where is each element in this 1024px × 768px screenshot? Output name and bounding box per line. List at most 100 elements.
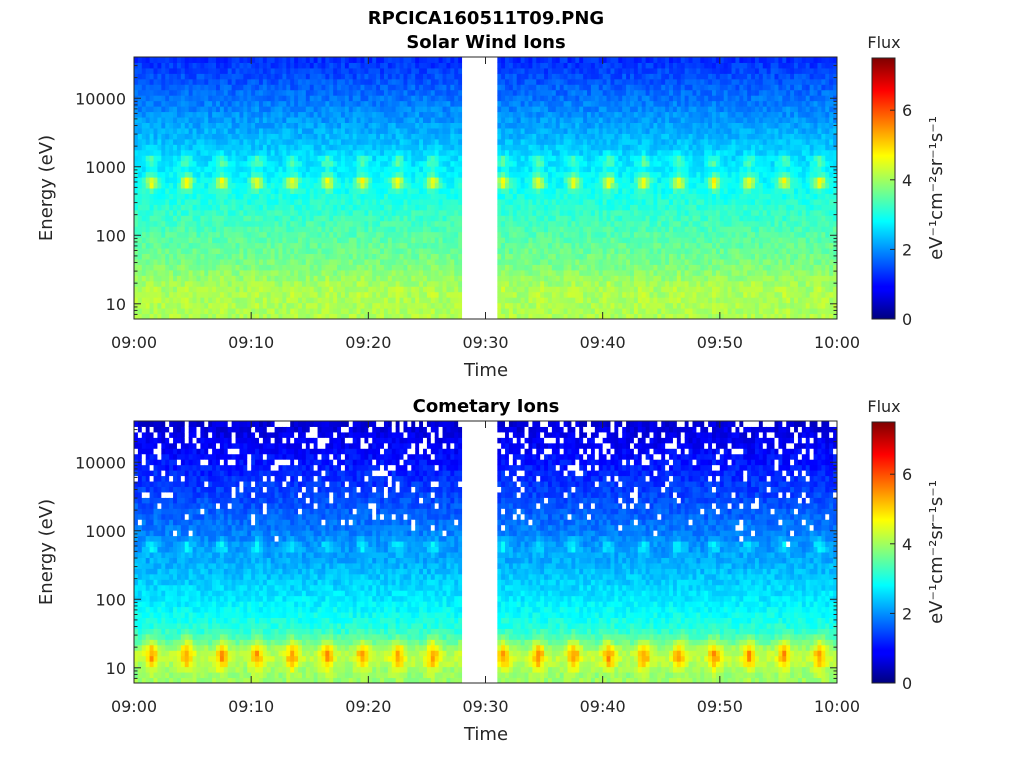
heatmap-cell xyxy=(407,308,412,315)
heatmap-cell xyxy=(180,111,186,118)
heatmap-cell xyxy=(149,253,155,260)
heatmap-cell xyxy=(520,237,526,244)
heatmap-cell xyxy=(298,258,303,265)
heatmap-cell xyxy=(442,149,447,156)
heatmap-cell xyxy=(454,269,459,276)
heatmap-cell xyxy=(309,67,315,74)
heatmap-cell xyxy=(266,291,272,298)
heatmap-cell xyxy=(301,149,307,156)
heatmap-cell xyxy=(536,95,541,102)
heatmap-cell xyxy=(364,62,369,69)
heatmap-cell xyxy=(145,106,151,113)
heatmap-cell xyxy=(380,95,385,102)
heatmap-cell xyxy=(145,258,151,265)
heatmap-cell xyxy=(383,117,389,123)
heatmap-cell xyxy=(380,122,385,129)
heatmap-cell xyxy=(329,160,334,167)
heatmap-cell xyxy=(512,286,518,293)
heatmap-cell xyxy=(337,149,342,156)
heatmap-cell xyxy=(430,226,436,233)
heatmap-cell xyxy=(216,286,221,293)
heatmap-cell xyxy=(173,138,178,145)
heatmap-cell xyxy=(305,231,311,238)
heatmap-cell xyxy=(282,248,287,254)
heatmap-cell xyxy=(134,117,139,123)
heatmap-cell xyxy=(348,155,354,162)
heatmap-cell xyxy=(270,242,276,249)
heatmap-cell xyxy=(387,291,393,298)
heatmap-cell xyxy=(337,286,342,293)
heatmap-cell xyxy=(173,84,178,91)
heatmap-cell xyxy=(333,220,338,227)
heatmap-cell xyxy=(192,84,197,91)
heatmap-cell xyxy=(368,302,373,309)
heatmap-cell xyxy=(411,111,416,118)
heatmap-cell xyxy=(192,89,197,96)
heatmap-cell xyxy=(180,166,186,173)
heatmap-cell xyxy=(204,308,209,315)
heatmap-cell xyxy=(243,57,248,63)
heatmap-cell xyxy=(188,302,194,309)
heatmap-cell xyxy=(508,57,514,63)
heatmap-cell xyxy=(321,144,326,151)
heatmap-cell xyxy=(227,117,233,123)
heatmap-cell xyxy=(501,264,506,271)
heatmap-cell xyxy=(356,78,362,85)
heatmap-cell xyxy=(395,144,401,151)
heatmap-cell xyxy=(227,209,233,216)
heatmap-cell xyxy=(563,89,569,96)
heatmap-cell xyxy=(442,106,447,113)
solar-wind-title: Solar Wind Ions xyxy=(406,32,565,53)
heatmap-cell xyxy=(313,122,319,129)
heatmap-cell xyxy=(442,204,447,211)
heatmap-cell xyxy=(153,220,158,227)
heatmap-cell xyxy=(426,297,432,304)
heatmap-cell xyxy=(266,253,272,260)
heatmap-cell xyxy=(141,297,147,304)
heatmap-cell xyxy=(309,231,315,238)
heatmap-cell xyxy=(243,106,248,113)
heatmap-cell xyxy=(497,111,502,118)
heatmap-cell xyxy=(305,177,311,184)
heatmap-cell xyxy=(208,89,213,96)
heatmap-cell xyxy=(571,117,576,123)
heatmap-cell xyxy=(368,231,373,238)
heatmap-cell xyxy=(243,275,248,282)
heatmap-cell xyxy=(278,193,283,200)
heatmap-cell xyxy=(278,106,283,113)
heatmap-cell xyxy=(309,204,315,211)
heatmap-cell xyxy=(360,73,365,80)
heatmap-cell xyxy=(184,193,190,200)
heatmap-cell xyxy=(274,248,280,254)
heatmap-cell xyxy=(364,111,369,118)
heatmap-cell xyxy=(458,127,463,134)
heatmap-cell xyxy=(520,226,526,233)
heatmap-cell xyxy=(223,215,229,222)
heatmap-cell xyxy=(544,280,549,287)
heatmap-cell xyxy=(399,264,404,271)
heatmap-cell xyxy=(200,138,205,145)
heatmap-cell xyxy=(247,133,252,140)
heatmap-cell xyxy=(344,242,350,249)
heatmap-cell xyxy=(551,280,557,287)
heatmap-cell xyxy=(340,248,346,254)
heatmap-cell xyxy=(278,117,283,123)
heatmap-cell xyxy=(356,231,362,238)
heatmap-cell xyxy=(235,138,240,145)
heatmap-cell xyxy=(223,89,229,96)
heatmap-cell xyxy=(329,198,334,205)
heatmap-cell xyxy=(258,78,264,85)
heatmap-cell xyxy=(204,253,209,260)
heatmap-cell xyxy=(512,275,518,282)
heatmap-cell xyxy=(364,144,369,151)
heatmap-cell xyxy=(520,78,526,85)
heatmap-cell xyxy=(274,133,280,140)
heatmap-cell xyxy=(317,62,322,69)
heatmap-cell xyxy=(180,248,186,254)
heatmap-cell xyxy=(227,237,233,244)
heatmap-cell xyxy=(376,286,381,293)
heatmap-cell xyxy=(547,171,553,178)
heatmap-cell xyxy=(134,193,139,200)
heatmap-cell xyxy=(512,111,518,118)
heatmap-cell xyxy=(544,209,549,216)
